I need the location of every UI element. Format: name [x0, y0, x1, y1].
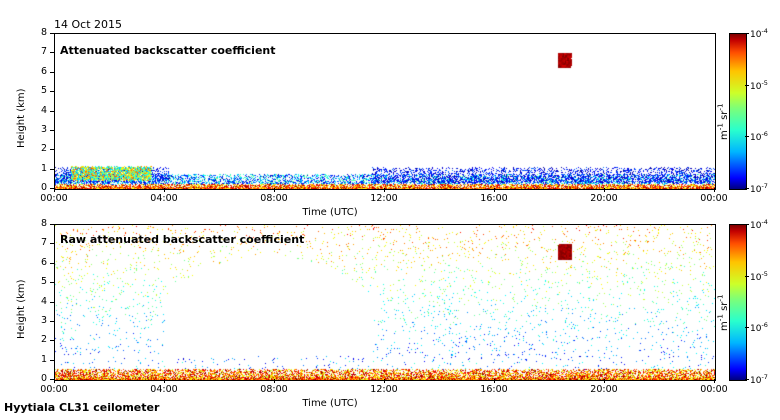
y-tick-label: 7 [40, 237, 47, 249]
y-tick-label: 3 [40, 314, 47, 326]
y-tickmark [50, 224, 54, 225]
x-tickmark [384, 379, 385, 383]
colorbar-tick-label: 10-4 [750, 218, 768, 231]
colorbar-tick-label: 10-6 [750, 321, 768, 335]
panel-title-bottom: Raw attenuated backscatter coefficient [60, 233, 305, 246]
colorbar-unit-text-top: m-1 sr-1 [716, 103, 731, 140]
heatmap-canvas-bottom [55, 225, 715, 380]
y-tickmark [50, 149, 54, 151]
y-tickmark [50, 301, 54, 303]
colorbar-tickmark [745, 136, 749, 138]
colorbar-tickmark [745, 224, 749, 225]
heatmap-canvas-top [55, 34, 715, 189]
y-axis-label-bottom: Height (km) [16, 279, 27, 339]
x-tickmark [384, 188, 385, 192]
y-tick-label: 4 [40, 295, 47, 307]
y-tickmark [50, 282, 54, 284]
x-tick-label: 00:00 [700, 384, 728, 395]
y-tick-label: 5 [40, 85, 47, 97]
y-tickmark [50, 379, 54, 380]
y-tickmark [50, 359, 54, 361]
y-axis-label-top: Height (km) [16, 88, 27, 148]
x-tickmark [494, 379, 495, 383]
x-tickmark [164, 379, 165, 383]
y-tick-label: 2 [40, 334, 47, 346]
x-tickmark [714, 188, 715, 192]
y-tick-label: 8 [40, 218, 47, 229]
colorbar-tick-label: 10-6 [750, 130, 768, 144]
y-tick-label: 8 [40, 27, 47, 38]
date-label: 14 Oct 2015 [54, 18, 123, 31]
colorbar-unit-label-top: m-1 sr-1 [716, 103, 730, 140]
x-tick-label: 12:00 [370, 193, 398, 204]
colorbar-tick-label: 10-4 [750, 27, 768, 40]
x-tick-label: 08:00 [260, 384, 288, 395]
x-tick-label: 00:00 [40, 384, 68, 395]
y-tickmark [50, 110, 54, 112]
colorbar-tickmark [745, 188, 749, 189]
x-tick-label: 04:00 [150, 384, 178, 395]
colorbar-tickmark [745, 84, 749, 86]
colorbar-tickmark [745, 33, 749, 34]
y-tickmark [50, 243, 54, 245]
x-tick-label: 12:00 [370, 384, 398, 395]
colorbar-tickmark [745, 327, 749, 329]
x-tick-label: 04:00 [150, 193, 178, 204]
colorbar-tick-label: 10-7 [750, 182, 768, 195]
y-tick-label: 5 [40, 276, 47, 288]
y-tick-label: 6 [40, 65, 47, 77]
y-tick-label: 4 [40, 104, 47, 116]
y-tickmark [50, 262, 54, 264]
colorbar-tickmark [745, 379, 749, 380]
x-tickmark [604, 188, 605, 192]
x-tick-label: 16:00 [480, 384, 508, 395]
y-tick-label: 1 [40, 162, 47, 174]
x-tickmark [164, 188, 165, 192]
y-tick-label: 1 [40, 353, 47, 365]
x-axis-label-top: Time (UTC) [302, 207, 358, 218]
colorbar-gradient-top [729, 33, 747, 190]
x-tickmark [604, 379, 605, 383]
y-tick-label: 7 [40, 46, 47, 58]
colorbar-tick-label: 10-7 [750, 373, 768, 386]
y-tick-label: 6 [40, 256, 47, 268]
y-tickmark [50, 320, 54, 322]
x-tickmark [274, 379, 275, 383]
x-tick-label: 00:00 [700, 193, 728, 204]
x-tickmark [714, 379, 715, 383]
x-tickmark [494, 188, 495, 192]
x-tickmark [274, 188, 275, 192]
x-tickmark [54, 188, 55, 192]
colorbar-gradient-bottom [729, 224, 747, 381]
y-tickmark [50, 52, 54, 54]
y-tickmark [50, 168, 54, 170]
x-tick-label: 00:00 [40, 193, 68, 204]
y-tickmark [50, 91, 54, 93]
y-tickmark [50, 33, 54, 34]
y-tickmark [50, 129, 54, 131]
x-tick-label: 08:00 [260, 193, 288, 204]
y-tickmark [50, 340, 54, 342]
y-tick-label: 2 [40, 143, 47, 155]
x-tickmark [54, 379, 55, 383]
colorbar-tickmark [745, 275, 749, 277]
y-tickmark [50, 71, 54, 73]
x-tick-label: 20:00 [590, 384, 618, 395]
y-tick-label: 0 [40, 182, 47, 193]
colorbar-unit-label-bottom: m-1 sr-1 [716, 294, 730, 331]
y-tick-label: 0 [40, 373, 47, 384]
colorbar-tick-label: 10-5 [750, 78, 768, 92]
colorbar-unit-text-bottom: m-1 sr-1 [716, 294, 731, 331]
panel-title-top: Attenuated backscatter coefficient [60, 44, 276, 57]
y-tickmark [50, 188, 54, 189]
station-label: Hyytiala CL31 ceilometer [4, 401, 160, 414]
x-axis-label-bottom: Time (UTC) [302, 398, 358, 409]
plot-area-bottom [54, 224, 716, 381]
x-tick-label: 20:00 [590, 193, 618, 204]
plot-area-top [54, 33, 716, 190]
colorbar-tick-label: 10-5 [750, 269, 768, 283]
y-tick-label: 3 [40, 123, 47, 135]
x-tick-label: 16:00 [480, 193, 508, 204]
